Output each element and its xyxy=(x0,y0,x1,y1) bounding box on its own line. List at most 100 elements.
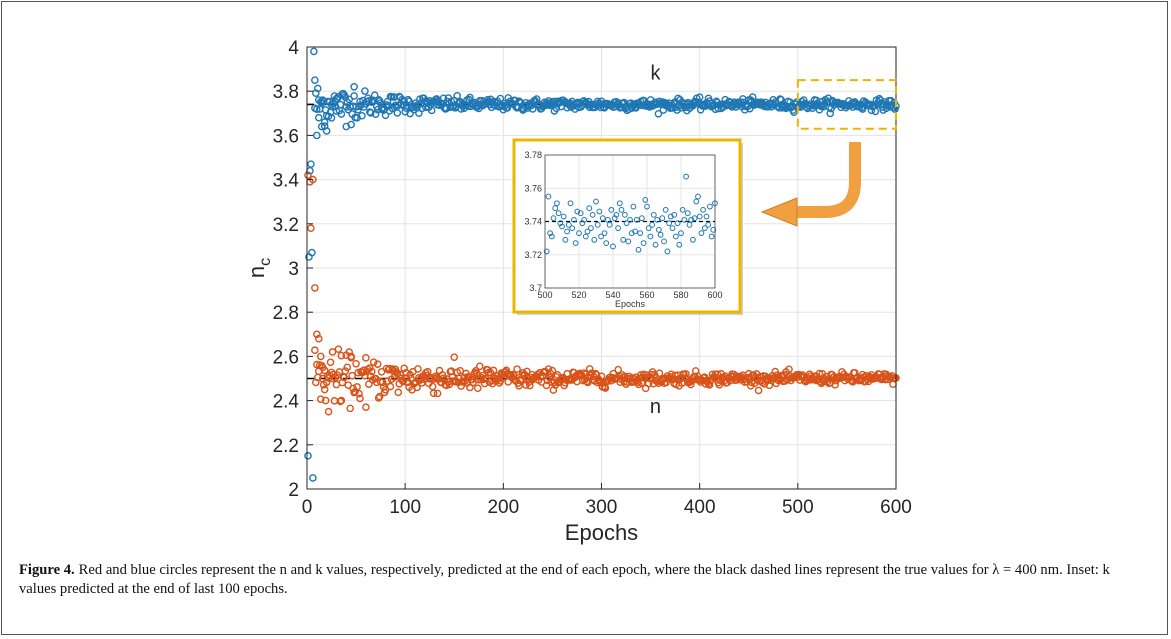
inset-k-point xyxy=(657,231,664,238)
n-point xyxy=(682,370,690,378)
inset-k-point xyxy=(623,220,630,227)
n-point xyxy=(355,389,363,398)
inset-x-axis-label: Epochs xyxy=(615,299,646,309)
inset-k-point xyxy=(664,248,671,255)
n-point xyxy=(394,388,403,397)
inset-k-point xyxy=(576,230,582,237)
inset-k-point xyxy=(647,233,654,240)
inset-k-point xyxy=(611,215,618,222)
k-point xyxy=(871,107,880,116)
n-point xyxy=(744,369,753,378)
n-point xyxy=(365,380,373,389)
n-point xyxy=(713,370,722,379)
k-point xyxy=(515,97,523,106)
inset-k-point xyxy=(588,225,594,232)
n-point xyxy=(320,366,329,375)
k-point xyxy=(358,111,366,120)
inset-k-point xyxy=(659,215,666,222)
x-tick-label: 400 xyxy=(684,497,716,518)
n-point xyxy=(311,346,319,355)
inset-k-point xyxy=(625,238,632,245)
n-point xyxy=(402,369,410,377)
arrow-body xyxy=(792,142,861,218)
inset-k-point xyxy=(654,216,661,223)
y-tick-label: 2.2 xyxy=(273,436,299,457)
inset-k-point xyxy=(601,230,608,237)
y-tick-label: 2 xyxy=(288,480,299,501)
inset-k-point xyxy=(652,241,659,248)
inset-k-point xyxy=(618,206,625,213)
n-point xyxy=(667,370,675,379)
inset-k-point xyxy=(690,236,696,243)
n-point xyxy=(548,366,557,375)
n-point xyxy=(526,381,534,390)
inset-y-tick-label: 3.74 xyxy=(524,217,542,227)
k-point xyxy=(361,87,369,95)
k-point xyxy=(528,105,537,113)
inset-k-point xyxy=(633,216,640,223)
inset-k-point xyxy=(560,213,567,220)
inset-k-point xyxy=(661,238,667,245)
inset-k-point xyxy=(548,233,555,240)
n-point xyxy=(864,377,873,386)
n-point xyxy=(352,359,360,368)
k-point xyxy=(824,94,833,103)
inset-x-tick-label: 560 xyxy=(639,290,654,300)
inset-k-point xyxy=(615,225,621,232)
inset-k-point xyxy=(574,208,581,215)
n-point xyxy=(348,371,356,380)
annotation-n: n xyxy=(650,396,661,418)
n-point xyxy=(337,351,346,360)
n-point xyxy=(715,381,724,389)
n-point xyxy=(346,404,354,413)
k-point xyxy=(345,95,354,104)
inset-k-point xyxy=(666,220,672,227)
n-point xyxy=(475,362,484,371)
inset-k-point xyxy=(554,200,560,207)
inset-x-tick-label: 540 xyxy=(605,290,620,300)
n-point xyxy=(450,353,459,361)
inset-k-point xyxy=(701,225,708,232)
n-point xyxy=(433,389,442,398)
n-point xyxy=(369,358,378,367)
inset-k-point xyxy=(569,225,576,232)
inset-k-point xyxy=(596,208,603,215)
n-point xyxy=(754,386,763,395)
y-tick-label: 2.8 xyxy=(273,303,299,324)
y-tick-label: 3.2 xyxy=(273,215,299,236)
y-tick-label: 2.6 xyxy=(273,347,299,368)
inset-k-point xyxy=(678,230,684,237)
n-point xyxy=(353,383,361,391)
inset-y-tick-label: 3.78 xyxy=(524,150,542,160)
inset-k-point xyxy=(698,230,705,237)
y-tick-label: 3 xyxy=(288,259,299,280)
inset-k-point xyxy=(586,205,593,212)
n-point xyxy=(314,334,323,343)
inset-k-point xyxy=(594,221,601,228)
inset-k-point xyxy=(707,203,713,210)
inset-k-point xyxy=(673,233,679,240)
inset-k-point xyxy=(603,240,610,247)
k-point xyxy=(659,106,668,114)
n-point xyxy=(545,373,554,382)
k-point xyxy=(318,96,327,104)
n-point xyxy=(350,388,358,397)
k-point xyxy=(320,122,329,130)
inset-k-point xyxy=(593,198,599,205)
n-point xyxy=(378,378,387,387)
k-point xyxy=(714,104,723,113)
k-point xyxy=(370,91,379,100)
inset-k-point xyxy=(608,206,615,213)
inset-k-point xyxy=(656,226,662,233)
n-point xyxy=(326,358,335,367)
inset-k-point xyxy=(605,216,611,223)
inset-k-point xyxy=(700,206,706,213)
inset-k-point xyxy=(671,211,678,218)
k-point xyxy=(552,104,561,113)
inset-k-point xyxy=(708,233,715,240)
n-point xyxy=(513,365,521,373)
inset-k-point xyxy=(577,210,584,217)
inset-y-tick-label: 3.7 xyxy=(529,283,542,293)
inset-k-point xyxy=(610,243,616,250)
inset-k-point xyxy=(705,221,712,228)
